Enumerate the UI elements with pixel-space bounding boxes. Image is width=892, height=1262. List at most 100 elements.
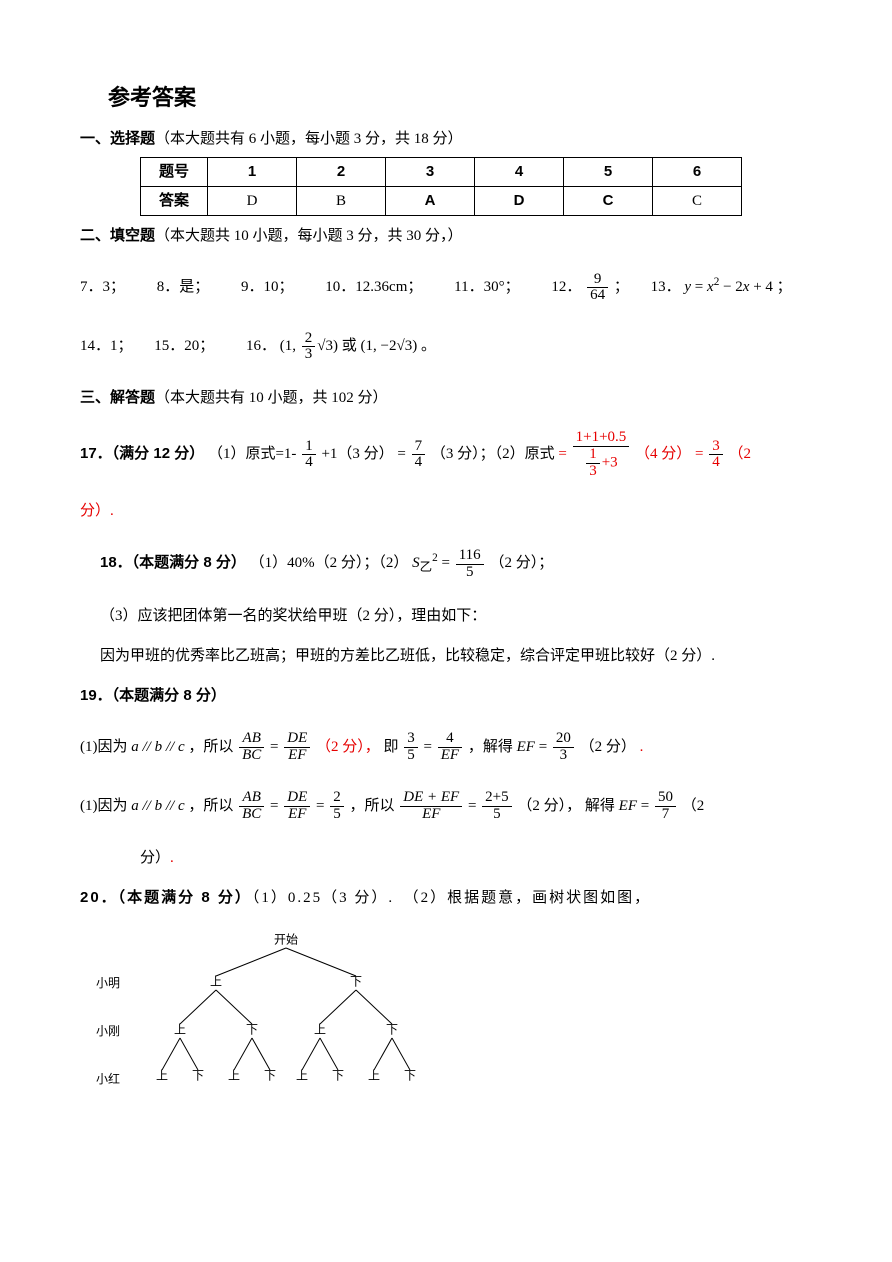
a13-expr: y = x2 − 2x + 4 [684, 279, 776, 295]
frac: 507 [655, 790, 676, 823]
q18-p4: 因为甲班的优秀率比乙班高；甲班的方差比乙班低，比较稳定，综合评定甲班比较好（2 … [100, 644, 812, 668]
a11: 11．30°； [454, 279, 519, 295]
eq: = [424, 739, 432, 755]
frac: 25 [330, 790, 344, 823]
a12-post: ； [614, 279, 629, 295]
tree-node: 上 [368, 1066, 380, 1085]
section-1-label: 一、选择题 [80, 130, 155, 147]
d: 3 [553, 748, 574, 764]
tree-node: 下 [246, 1020, 258, 1039]
col-3: 3 [386, 158, 475, 187]
a13-post: ； [777, 279, 792, 295]
eq: = [468, 798, 476, 814]
f-d: 13+3 [573, 447, 630, 480]
t: 分） [140, 850, 170, 866]
col-6: 6 [653, 158, 742, 187]
a10: 10．12.36cm； [325, 279, 422, 295]
q17-red-4: （4 分） [635, 446, 691, 462]
n: AB [239, 731, 264, 748]
abc: a // b // c [131, 798, 184, 814]
mc-answer-table: 题号 1 2 3 4 5 6 答案 D B A D C C [140, 157, 742, 216]
tree-node: 下 [192, 1066, 204, 1085]
table-row: 题号 1 2 3 4 5 6 [141, 158, 742, 187]
col-1: 1 [208, 158, 297, 187]
t: （2 分）， [316, 739, 380, 755]
n: DE + EF [400, 790, 462, 807]
q17-p1b: +1（3 分） [321, 446, 393, 462]
tree-node: 上 [228, 1066, 240, 1085]
tree-node: 上 [174, 1020, 186, 1039]
section-2-label: 二、填空题 [80, 227, 155, 244]
eq: = [270, 798, 278, 814]
f-n: 1+1+0.5 [573, 430, 630, 447]
sub: 乙 [420, 560, 433, 574]
page-title: 参考答案 [108, 80, 812, 115]
frac: 4EF [438, 731, 462, 764]
f-d: 5 [456, 565, 484, 581]
d: 7 [655, 807, 676, 823]
tree-node: 上 [296, 1066, 308, 1085]
t: ，所以 [188, 798, 233, 814]
sq: 2 [432, 552, 438, 564]
t: 即 [384, 739, 399, 755]
q17-tail: （2 [729, 446, 752, 462]
t: (1)因为 [80, 739, 131, 755]
q20-text: 20．（本题满分 8 分）（1）0.25（3 分）. （2）根据题意，画树状图如… [80, 886, 812, 910]
q18-svar: S乙2 [412, 555, 441, 571]
f-nn: 1 [586, 447, 600, 464]
section-1-header: 一、选择题（本大题共有 6 小题，每小题 3 分，共 18 分） [80, 127, 812, 151]
n: 4 [438, 731, 462, 748]
f-n: 116 [456, 548, 484, 565]
tree-node: 上 [156, 1066, 168, 1085]
a7: 7．3； [80, 279, 125, 295]
t: （2 分）， 解得 [517, 798, 615, 814]
ef: EF [517, 739, 535, 755]
a12-frac: 964 [587, 272, 608, 305]
table-row: 答案 D B A D C C [141, 187, 742, 216]
tree-node: 下 [404, 1066, 416, 1085]
fill-row-1: 7．3； 8．是； 9．10； 10．12.36cm； 11．30°； 12． … [80, 268, 812, 307]
t: ，所以 [188, 739, 233, 755]
eq: = [397, 446, 405, 462]
f-n: 3 [709, 439, 723, 456]
a16-expr: (1, 23√3) 或 (1, −2√3) [280, 338, 421, 354]
tree-row-label-3: 小红 [96, 1070, 120, 1089]
ans-1: D [208, 187, 297, 216]
f-n: 1 [302, 439, 316, 456]
a15: 15．20； [154, 338, 214, 354]
tree-row-label-2: 小刚 [96, 1022, 120, 1041]
eq: = [270, 739, 278, 755]
row-header-ans: 答案 [141, 187, 208, 216]
ans-5: C [564, 187, 653, 216]
t: ，解得 [468, 739, 513, 755]
q19-line1: (1)因为 a // b // c ，所以 ABBC = DEEF （2 分），… [80, 728, 812, 767]
n: 50 [655, 790, 676, 807]
ans-3: A [386, 187, 475, 216]
abc: a // b // c [131, 739, 184, 755]
d: 5 [330, 807, 344, 823]
d: BC [239, 807, 264, 823]
section-3-note: （本大题共有 10 小题，共 102 分） [155, 390, 388, 406]
f-d: 4 [302, 455, 316, 471]
d: 5 [482, 807, 511, 823]
d: BC [239, 748, 264, 764]
frac: ABBC [239, 790, 264, 823]
col-5: 5 [564, 158, 653, 187]
ans-4: D [475, 187, 564, 216]
eq: = [695, 446, 703, 462]
d: EF [284, 748, 310, 764]
tree-start: 开始 [274, 930, 298, 949]
d: 5 [404, 748, 418, 764]
frac: DEEF [284, 731, 310, 764]
frac: DE + EFEF [400, 790, 462, 823]
eq: = [442, 555, 450, 571]
ans-6: C [653, 187, 742, 216]
a16-post: 。 [421, 338, 436, 354]
q17-red-eq: = [558, 446, 566, 462]
f-tail: +3 [602, 455, 618, 471]
a8: 8．是； [157, 279, 210, 295]
row-header-num: 题号 [141, 158, 208, 187]
tree-node: 下 [386, 1020, 398, 1039]
ef: EF [619, 798, 637, 814]
section-1-note: （本大题共有 6 小题，每小题 3 分，共 18 分） [155, 131, 463, 147]
